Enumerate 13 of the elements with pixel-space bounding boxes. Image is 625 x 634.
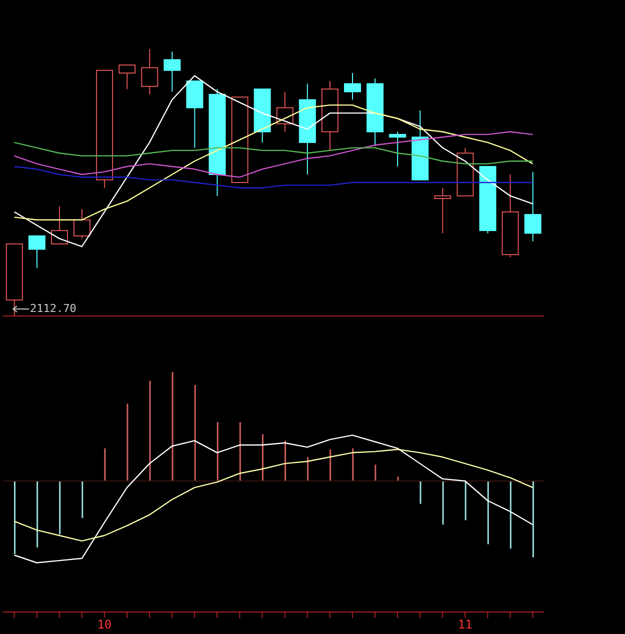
candlestick [524,171,542,242]
candlestick [141,49,158,95]
candlestick [28,235,46,268]
x-tick-label: 11 [458,618,472,632]
candlestick [164,51,181,92]
candlestick [344,72,362,100]
candlestick [118,64,136,90]
candlestick [389,131,406,167]
annotation: 2112.70 [30,302,76,315]
candlestick [74,208,91,240]
candlestick [50,206,68,244]
candlestick [434,187,452,234]
x-tick-label: 10 [97,618,112,632]
